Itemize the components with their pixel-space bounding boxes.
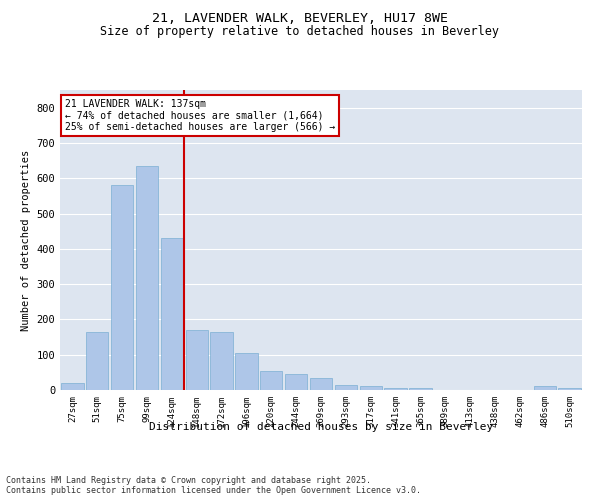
Text: 21, LAVENDER WALK, BEVERLEY, HU17 8WE: 21, LAVENDER WALK, BEVERLEY, HU17 8WE — [152, 12, 448, 26]
Bar — [285, 374, 307, 390]
Bar — [111, 186, 133, 390]
Bar — [161, 238, 183, 390]
Bar — [235, 353, 257, 390]
Bar — [310, 378, 332, 390]
Y-axis label: Number of detached properties: Number of detached properties — [21, 150, 31, 330]
Bar — [86, 332, 109, 390]
Text: 21 LAVENDER WALK: 137sqm
← 74% of detached houses are smaller (1,664)
25% of sem: 21 LAVENDER WALK: 137sqm ← 74% of detach… — [65, 99, 335, 132]
Bar — [385, 388, 407, 390]
Bar — [185, 330, 208, 390]
Text: Size of property relative to detached houses in Beverley: Size of property relative to detached ho… — [101, 25, 499, 38]
Bar — [260, 370, 283, 390]
Bar — [559, 388, 581, 390]
Bar — [61, 383, 83, 390]
Bar — [211, 332, 233, 390]
Bar — [335, 384, 357, 390]
Bar — [359, 386, 382, 390]
Bar — [136, 166, 158, 390]
Bar — [409, 388, 431, 390]
Text: Distribution of detached houses by size in Beverley: Distribution of detached houses by size … — [149, 422, 493, 432]
Text: Contains HM Land Registry data © Crown copyright and database right 2025.
Contai: Contains HM Land Registry data © Crown c… — [6, 476, 421, 495]
Bar — [533, 386, 556, 390]
